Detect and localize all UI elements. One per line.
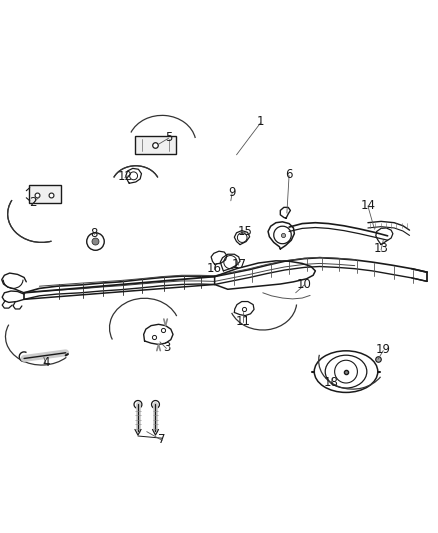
Text: 2: 2 xyxy=(29,197,37,209)
Text: 3: 3 xyxy=(163,341,170,354)
Text: 18: 18 xyxy=(323,376,338,389)
Text: 6: 6 xyxy=(285,168,293,181)
Text: 19: 19 xyxy=(376,343,391,356)
Text: 14: 14 xyxy=(360,199,375,212)
Text: 10: 10 xyxy=(297,278,312,290)
Text: 9: 9 xyxy=(228,185,236,198)
Text: 15: 15 xyxy=(238,225,253,238)
Text: 11: 11 xyxy=(236,315,251,328)
Text: 7: 7 xyxy=(158,433,166,446)
Text: 16: 16 xyxy=(207,262,222,275)
Text: 12: 12 xyxy=(117,170,132,183)
Text: 8: 8 xyxy=(91,227,98,240)
FancyBboxPatch shape xyxy=(135,136,176,154)
Text: 13: 13 xyxy=(374,243,389,255)
Text: 17: 17 xyxy=(231,258,246,271)
Text: 5: 5 xyxy=(165,131,172,144)
Circle shape xyxy=(92,238,99,245)
FancyBboxPatch shape xyxy=(29,185,61,204)
Text: 4: 4 xyxy=(42,357,50,369)
Text: 1: 1 xyxy=(257,116,265,128)
